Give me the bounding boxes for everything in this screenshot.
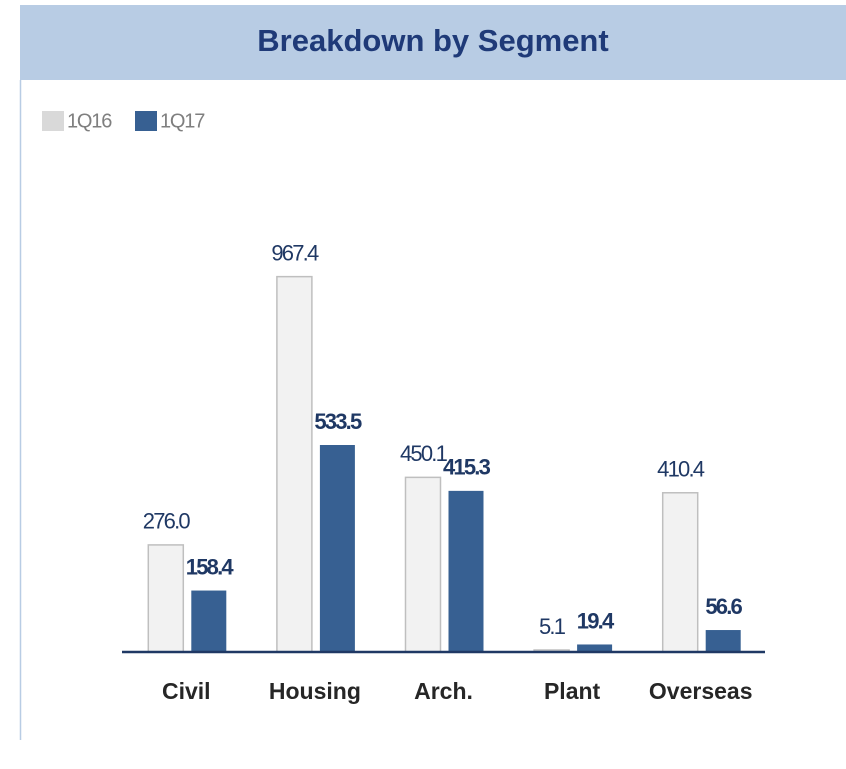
value-label: 967.4 <box>271 240 319 265</box>
value-label: 276.0 <box>143 509 191 534</box>
legend-swatch <box>42 111 64 131</box>
bar <box>448 490 484 652</box>
x-tick-label: Overseas <box>649 678 753 704</box>
x-tick-label: Arch. <box>414 678 473 704</box>
value-label: 56.6 <box>705 594 742 619</box>
chart-title: Breakdown by Segment <box>257 23 608 58</box>
value-label: 19.4 <box>577 608 615 633</box>
value-label: 158.4 <box>186 554 235 579</box>
legend-label: 1Q17 <box>160 110 205 132</box>
value-label: 410.4 <box>657 457 705 482</box>
legend-label: 1Q16 <box>67 110 112 132</box>
value-label: 5.1 <box>539 614 566 639</box>
bar <box>661 492 699 653</box>
bar <box>319 445 355 652</box>
value-label: 533.5 <box>314 409 362 434</box>
bar <box>147 544 185 653</box>
x-tick-label: Housing <box>269 678 361 704</box>
bar <box>577 644 613 652</box>
value-label: 415.3 <box>443 455 491 480</box>
bar <box>404 476 442 653</box>
bar <box>705 630 741 652</box>
x-tick-label: Plant <box>544 678 601 704</box>
bar <box>191 590 227 652</box>
header-band <box>20 5 846 80</box>
x-tick-label: Civil <box>162 678 211 704</box>
value-label: 450.1 <box>400 441 448 466</box>
legend-swatch <box>135 111 157 131</box>
bar <box>276 275 313 653</box>
